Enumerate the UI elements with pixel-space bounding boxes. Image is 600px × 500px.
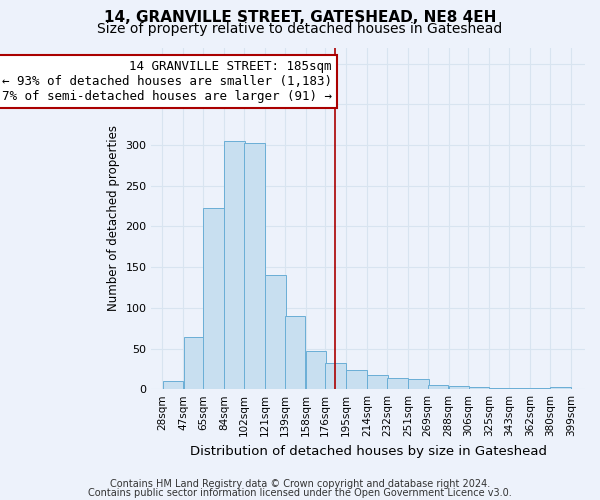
Bar	[428, 385, 448, 389]
Bar	[509, 388, 530, 389]
Bar	[367, 376, 388, 389]
X-axis label: Distribution of detached houses by size in Gateshead: Distribution of detached houses by size …	[190, 444, 547, 458]
Bar	[550, 386, 571, 389]
Bar	[285, 316, 305, 389]
Text: Size of property relative to detached houses in Gateshead: Size of property relative to detached ho…	[97, 22, 503, 36]
Text: Contains public sector information licensed under the Open Government Licence v3: Contains public sector information licen…	[88, 488, 512, 498]
Bar	[203, 208, 224, 389]
Bar	[163, 381, 183, 389]
Bar	[305, 351, 326, 389]
Bar	[530, 388, 551, 389]
Bar	[244, 144, 265, 389]
Bar	[490, 388, 510, 389]
Bar	[184, 337, 204, 389]
Y-axis label: Number of detached properties: Number of detached properties	[107, 126, 120, 312]
Bar	[449, 386, 469, 389]
Bar	[265, 276, 286, 389]
Bar	[346, 370, 367, 389]
Bar	[469, 386, 489, 389]
Bar	[408, 380, 428, 389]
Bar	[325, 363, 346, 389]
Bar	[387, 378, 407, 389]
Text: 14, GRANVILLE STREET, GATESHEAD, NE8 4EH: 14, GRANVILLE STREET, GATESHEAD, NE8 4EH	[104, 10, 496, 25]
Bar	[224, 141, 245, 389]
Text: 14 GRANVILLE STREET: 185sqm
← 93% of detached houses are smaller (1,183)
7% of s: 14 GRANVILLE STREET: 185sqm ← 93% of det…	[2, 60, 332, 102]
Text: Contains HM Land Registry data © Crown copyright and database right 2024.: Contains HM Land Registry data © Crown c…	[110, 479, 490, 489]
